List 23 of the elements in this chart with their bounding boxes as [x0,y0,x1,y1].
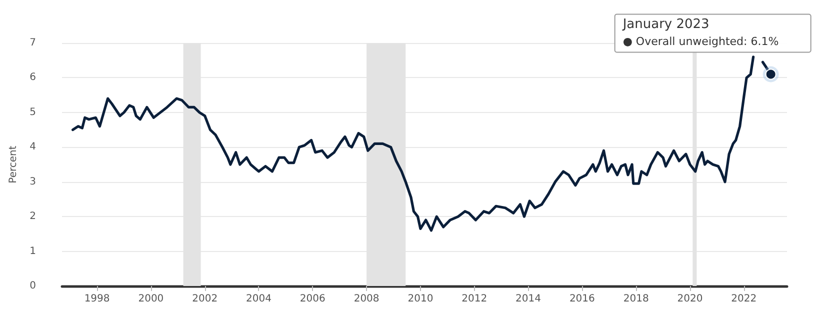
y-tick-label: 1 [30,246,36,257]
x-tick-label: 1998 [84,294,110,304]
y-tick-label: 2 [30,211,36,222]
y-tick-label: 5 [30,106,36,118]
x-tick-label: 2010 [408,294,434,304]
x-tick-label: 2022 [731,294,757,304]
x-tick-label: 2012 [462,294,488,304]
x-tick-label: 2016 [569,294,595,304]
x-tick-label: 2006 [300,294,326,304]
y-tick-label: 4 [30,142,36,153]
y-tick-label: 6 [30,72,36,84]
x-tick-label: 2008 [354,294,380,304]
y-tick-label: 7 [30,38,36,48]
y-tick-label: 3 [30,176,36,188]
x-tick-label: 2002 [192,294,218,304]
x-tick-label: 2014 [516,294,541,304]
annotation: January 2023 ● Overall unweighted: 6.1% [622,17,779,48]
y-axis-title: Percent [8,146,20,184]
x-tick-label: 2004 [246,294,272,304]
x-tick-label: 2018 [623,294,649,304]
x-tick-label: 2000 [138,294,164,304]
x-tick-label: 2020 [677,294,703,304]
y-tick-label: 0 [30,280,36,292]
